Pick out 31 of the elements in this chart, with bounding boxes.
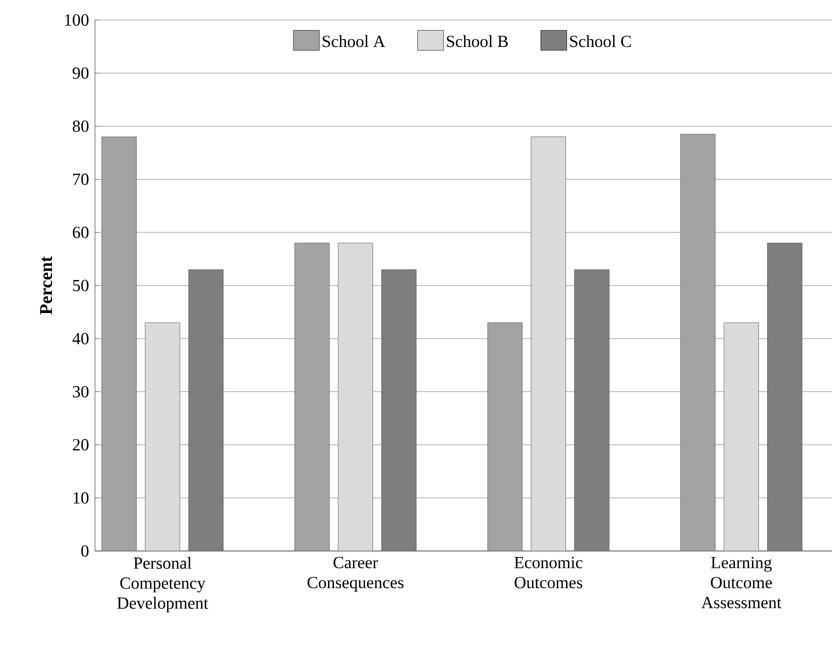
bar (574, 269, 610, 551)
x-tick-label: Learning Outcome Assessment (701, 556, 782, 608)
bar (188, 269, 224, 551)
y-tick-label: 70 (73, 174, 88, 186)
legend-label: School B (446, 35, 508, 48)
bar (530, 136, 566, 551)
bar (144, 322, 180, 551)
y-tick-label: 50 (73, 280, 88, 292)
x-tick-label: Economic Outcomes (514, 556, 582, 588)
y-tick-label: 20 (72, 439, 88, 451)
bar (294, 242, 330, 551)
bar (767, 242, 802, 551)
legend-label: School A (322, 35, 386, 48)
y-tick-label: 40 (72, 332, 88, 344)
x-tick-label: Career Consequences (308, 556, 404, 592)
bar (724, 322, 759, 551)
legend-label: School C (570, 35, 631, 48)
y-axis-title: Percent (40, 256, 52, 314)
y-tick-label: 100 (65, 14, 88, 26)
y-tick-label: 80 (72, 120, 88, 132)
bar (338, 242, 374, 551)
y-tick-label: 90 (72, 67, 88, 79)
y-tick-label: 30 (72, 386, 88, 398)
y-tick-label: 10 (74, 492, 88, 504)
bar (487, 322, 523, 551)
bar (381, 269, 416, 551)
bar (102, 136, 137, 551)
y-tick-label: 0 (81, 545, 88, 557)
y-tick-label: 60 (72, 226, 88, 238)
bar (680, 134, 716, 551)
x-tick-label: Personal Competency Development (117, 556, 208, 612)
